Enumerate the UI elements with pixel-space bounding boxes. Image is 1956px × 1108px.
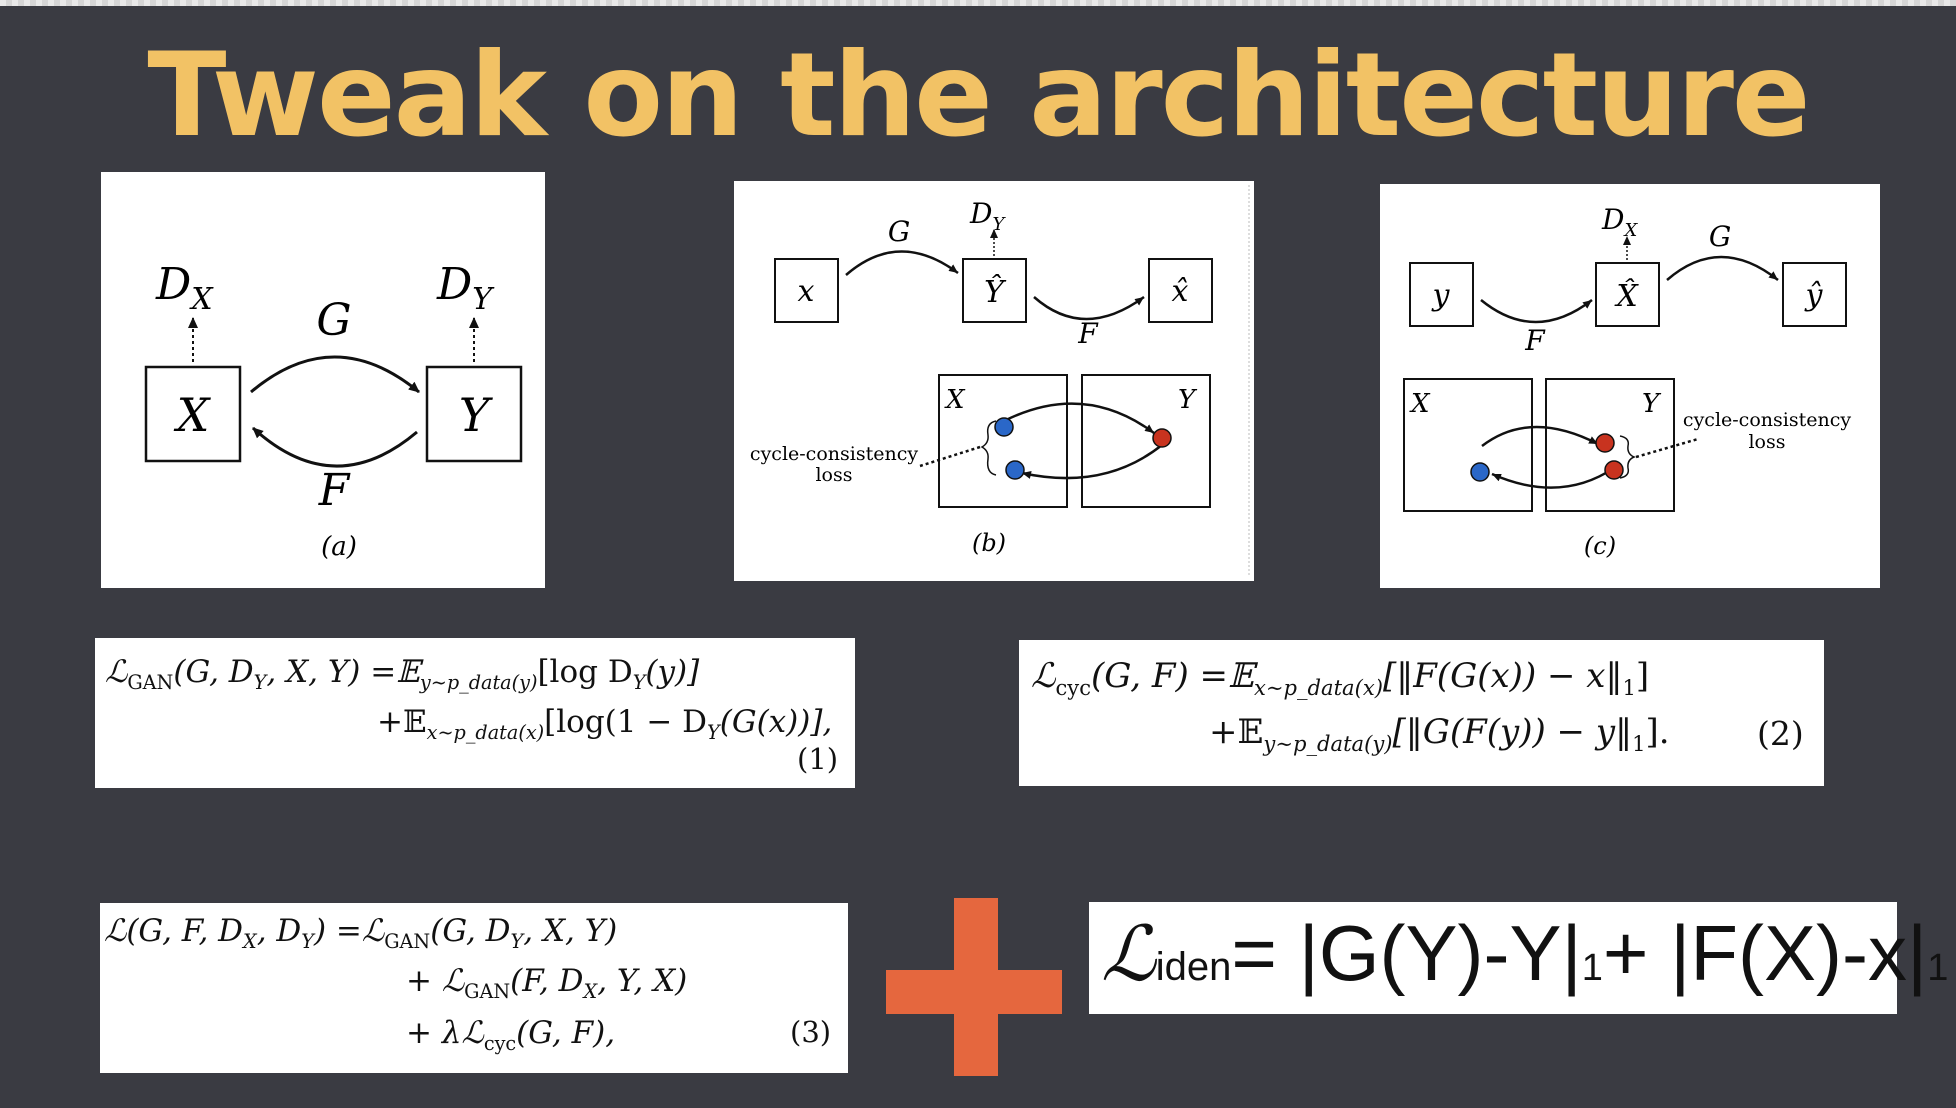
node-yhat-box <box>962 258 1027 323</box>
eq3-line-2: + ℒGAN(F, DX, Y, X) <box>406 963 688 1004</box>
eq3-number: (3) <box>790 1015 832 1049</box>
loss-brace <box>1619 435 1636 479</box>
node-yhat-box <box>1782 262 1847 327</box>
blue-dot <box>1470 462 1490 482</box>
domain-y-box <box>1081 374 1211 508</box>
edge-g <box>250 355 420 394</box>
red-dot-start <box>1595 433 1615 453</box>
loss-pointer <box>1635 437 1699 459</box>
equation-3: ℒ(G, F, DX, DY) =ℒGAN(G, DY, X, Y) + ℒGA… <box>100 903 848 1073</box>
edge-g <box>845 250 959 276</box>
node-xhat-label: X̂ <box>1614 279 1639 314</box>
node-x-label: x <box>798 274 815 309</box>
node-y-box <box>1409 262 1474 327</box>
dy-label: DY <box>436 259 495 317</box>
equation-2: ℒcyc(G, F) =𝔼x∼p_data(x)[‖F(G(x)) − x‖1]… <box>1019 640 1824 786</box>
plus-icon <box>886 898 1062 1076</box>
node-yhat-label: ŷ <box>1804 278 1824 313</box>
red-dot-end <box>1604 460 1624 480</box>
loss-label-1: cycle-consistency <box>750 443 918 465</box>
slide-title: Tweak on the architecture <box>147 28 1810 163</box>
node-xhat-box <box>1595 262 1660 327</box>
eq3-line-3: + λℒcyc(G, F), <box>406 1015 616 1056</box>
loss-brace <box>980 420 997 476</box>
edge-f-sample <box>1021 444 1163 480</box>
dx-label: DX <box>155 259 214 317</box>
diagram-b-svg: x Ŷ x̂ DY G F X Y cycle-consistency loss… <box>750 185 1250 577</box>
diagram-b: x Ŷ x̂ DY G F X Y cycle-consistency loss… <box>734 181 1254 581</box>
eq1-line-1: ℒGAN(G, DY, X, Y) =𝔼y∼p_data(y)[log DY(y… <box>105 654 700 695</box>
caption-b: (b) <box>972 529 1006 557</box>
domain-y-box <box>1545 378 1675 512</box>
identity-loss: ℒiden= |G(Y)-Y|1+ |F(X)-x|1 <box>1089 902 1948 1014</box>
edge-f-sample <box>1481 425 1599 447</box>
node-xhat-label: x̂ <box>1172 274 1189 309</box>
loss-label-1: cycle-consistency <box>1683 409 1851 431</box>
blue-dot-start <box>994 417 1014 437</box>
eq2-line-2: +𝔼y∼p_data(y)[‖G(F(y)) − y‖1]. <box>1209 712 1670 756</box>
diagram-a: X Y DX DY G F (a) <box>101 172 545 588</box>
top-strip <box>0 0 1956 6</box>
diagram-c-svg: y X̂ ŷ DX F G X Y cycle-consistency loss… <box>1403 203 1851 560</box>
edge-f-label: F <box>1077 317 1099 350</box>
edge-f <box>251 426 418 468</box>
domain-x-label: X <box>944 385 966 415</box>
diagram-a-svg: X Y DX DY G F (a) <box>144 259 523 562</box>
eq3-line-1: ℒ(G, F, DX, DY) =ℒGAN(G, DY, X, Y) <box>104 913 618 954</box>
identity-loss-formula: ℒiden= |G(Y)-Y|1+ |F(X)-x|1 <box>1101 909 1949 998</box>
edge-g-sample <box>1003 402 1155 435</box>
node-y-box <box>425 365 523 463</box>
eq1-number: (1) <box>797 742 839 776</box>
node-yhat-label: Ŷ <box>984 274 1007 310</box>
dy-label: DY <box>969 197 1006 235</box>
edge-f-label: F <box>318 465 351 516</box>
edge-f <box>1480 299 1593 324</box>
eq2-line-1: ℒcyc(G, F) =𝔼x∼p_data(x)[‖F(G(x)) − x‖1] <box>1031 656 1650 700</box>
edge-f <box>1033 295 1145 321</box>
domain-x-box <box>1403 378 1533 512</box>
node-y-label: y <box>1431 278 1451 313</box>
caption-c: (c) <box>1584 532 1616 560</box>
edge-g-sample <box>1491 466 1615 489</box>
caption-a: (a) <box>321 532 357 562</box>
node-y-label: Y <box>459 388 494 442</box>
node-x-box <box>774 258 839 323</box>
eq1-line-2: +𝔼x∼p_data(x)[log(1 − DY(G(x))], <box>377 704 833 745</box>
domain-x-box <box>938 374 1068 508</box>
loss-label-2: loss <box>815 464 852 486</box>
node-xhat-box <box>1148 258 1213 323</box>
edge-g-label: G <box>316 295 351 346</box>
edge-g-label: G <box>1709 220 1731 253</box>
domain-x-label: X <box>1409 389 1431 419</box>
diagram-c: y X̂ ŷ DX F G X Y cycle-consistency loss… <box>1380 184 1880 588</box>
red-dot <box>1152 428 1172 448</box>
loss-pointer <box>919 445 981 468</box>
edge-g-label: G <box>888 215 910 248</box>
loss-label-2: loss <box>1748 431 1785 453</box>
dx-label: DX <box>1601 203 1638 241</box>
blue-dot-end <box>1005 460 1025 480</box>
eq2-number: (2) <box>1757 714 1804 753</box>
edge-f-label: F <box>1524 324 1546 357</box>
domain-y-label: Y <box>1642 389 1662 419</box>
domain-y-label: Y <box>1178 385 1198 415</box>
edge-g <box>1666 255 1779 281</box>
equation-1: ℒGAN(G, DY, X, Y) =𝔼y∼p_data(y)[log DY(y… <box>95 638 855 788</box>
node-x-label: X <box>174 388 212 442</box>
node-x-box <box>144 365 242 463</box>
